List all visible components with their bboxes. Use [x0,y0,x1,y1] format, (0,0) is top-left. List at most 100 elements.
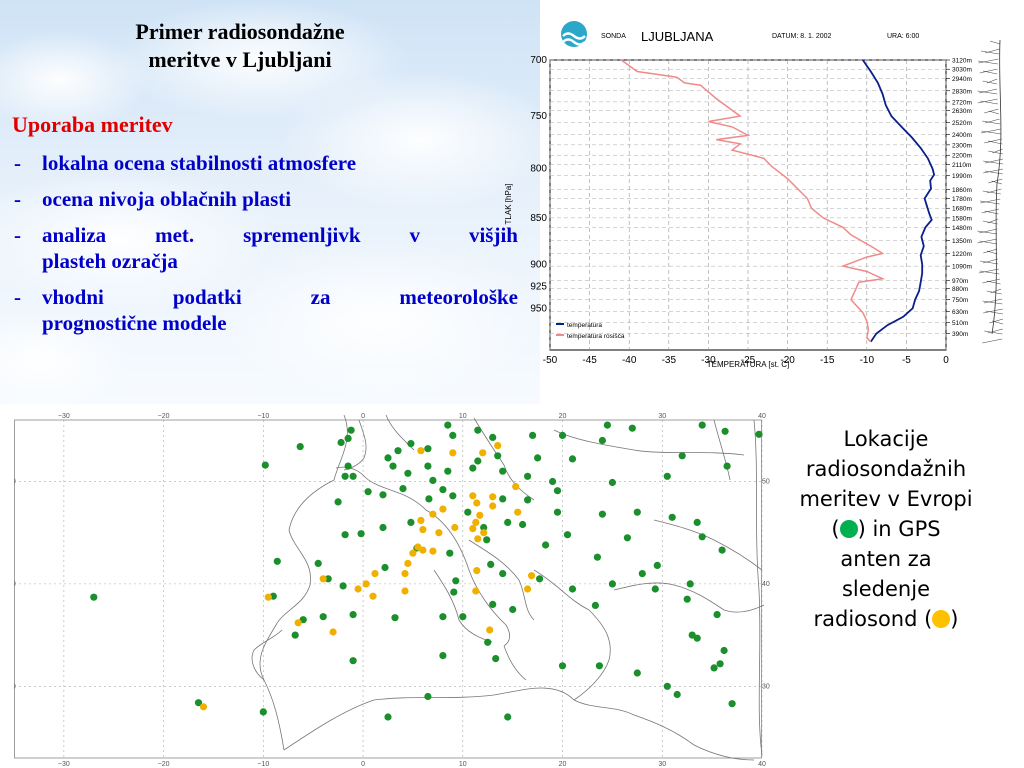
list-item-text: vhodni podatki za meteorološke [42,285,518,309]
wind-barb [982,220,998,225]
gps-station-marker [528,572,536,580]
y-tick-label: 850 [530,213,547,224]
list-item-text: plasteh ozračja [42,249,178,273]
radiosonde-station-marker [598,436,607,445]
wind-barb [991,180,1002,185]
gps-station-marker [199,703,208,711]
gps-station-marker [409,549,417,557]
gps-station-marker [435,529,443,537]
radiosonde-station-marker [504,518,512,526]
lon-tick-label: 10 [459,761,467,768]
legend: temperatura temperatura rosišča [556,322,625,340]
radiosonde-station-marker [683,595,691,603]
x-tick-label: -35 [662,355,677,366]
radiosonde-station-marker [534,454,542,462]
wind-barb [986,280,1001,285]
list-item: - ocena nivoja oblačnih plasti [12,186,518,212]
radiosonde-station-marker [339,582,347,590]
lon-tick-label: −30 [58,761,70,768]
height-label: 1480m [952,225,972,232]
gps-station-marker [524,585,532,593]
y-tick-label: 900 [530,259,547,270]
lon-tick-label: 20 [559,413,567,420]
gps-station-marker [479,449,487,457]
radiosonde-station-marker [379,523,387,532]
x-axis-title: TEMPERATURA [st. C] [707,360,790,369]
gps-station-marker [469,525,477,533]
radiosonde-station-marker [718,546,726,554]
radiosonde-station-marker [459,613,467,621]
radiosonde-station-marker [349,472,357,480]
gps-station-marker [419,546,427,554]
wind-barb [980,260,999,265]
radiosonde-station-marker [721,427,729,435]
gps-station-marker [429,547,437,555]
radiosonde-station-marker [384,454,392,462]
x-tick-label: 0 [943,355,949,366]
radiosonde-station-marker [319,613,327,621]
height-label: 2720m [952,99,972,106]
radiosonde-station-marker [524,496,532,504]
wind-barb [980,128,1001,134]
date-label: DATUM: 8. 1. 2002 [772,33,832,40]
wind-barb [986,188,1002,194]
radiosonde-station-marker [364,488,372,496]
caption-line: Lokacije [843,427,929,451]
gps-station-marker [476,511,484,519]
radiosonde-station-marker [424,692,432,701]
wind-barb [982,190,1001,195]
wind-barb [982,70,998,75]
radiosonde-station-marker [483,536,491,544]
radiosonde-station-marker [693,634,701,642]
radiosonde-station-marker [314,559,322,567]
radiosonde-station-marker [344,434,352,442]
radiosonde-station-marker [439,613,447,621]
bullet-dash: - [14,151,21,175]
y-tick-label: 800 [530,164,547,175]
wind-barb [979,88,998,94]
map-caption: Lokacije radiosondažnih meritev v Evropi… [770,424,1002,634]
slide-title-line2: meritve v Ljubljani [148,47,332,72]
gps-station-marker [401,570,409,578]
gps-station-marker [419,526,427,534]
wind-barb [989,40,1001,45]
wind-barb [984,138,1002,144]
height-label: 970m [952,278,968,285]
list-item: - analiza met. spremenljivk v višjih pla… [12,222,518,274]
caption-line: () in GPS [770,514,1002,544]
caption-line: anten za [840,547,932,571]
radiosonde-station-marker [439,652,447,660]
gps-station-marker [486,626,494,634]
slide-title-line1: Primer radiosondažne [135,19,345,44]
wind-barb [982,278,1000,284]
wind-barb [989,318,1004,324]
height-labels: 3120m 3030m 2940m 2830m 2720m 2630m 2520m 2400m… [946,58,972,338]
radiosonde-station-marker [663,682,671,690]
radiosonde-station-marker [444,467,452,475]
gps-station-marker [264,593,272,601]
lon-tick-label: −20 [158,413,170,420]
lon-tick-label: 30 [658,761,666,768]
list-item: - lokalna ocena stabilnosti atmosfere [12,150,518,176]
radiosonde-station-marker [568,585,577,593]
wind-barb [980,198,1001,204]
radiosonde-station-marker [474,426,482,434]
gps-station-marker [514,508,522,516]
gps-station-marker [489,493,497,501]
radiosonde-station-marker [357,530,365,538]
radiosonde-station-marker [429,476,437,484]
caption-line: sledenje [841,577,930,601]
radiosonde-station-marker [536,575,544,583]
height-label: 630m [952,309,968,316]
wind-barb [984,170,1003,175]
radiosonde-station-marker [633,669,641,677]
list-item-text: prognostične modele [42,311,227,335]
radiosonde-station-marker [563,531,572,539]
list-item-text: lokalna ocena stabilnosti atmosfere [42,151,357,175]
radiosonde-station-marker [653,561,661,569]
radiosonde-station-marker [379,491,387,499]
radiosonde-station-marker [425,495,433,503]
wind-barb [982,258,998,264]
x-tick-labels: -50 -45 -40 -35 -30 -25 -20 -15 -10 -5 0 [543,355,949,366]
list-item-text: ocena nivoja oblačnih plasti [42,187,292,211]
